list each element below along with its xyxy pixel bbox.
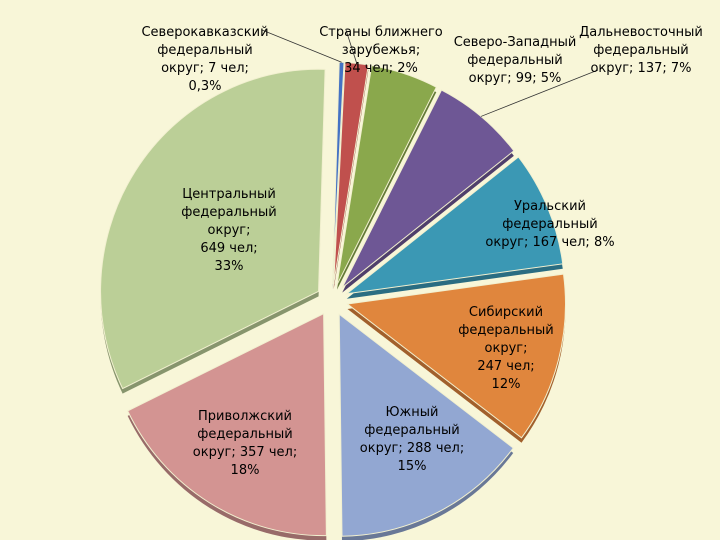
- label-central: Центральный федеральный округ; 649 чел; …: [181, 187, 277, 274]
- label-near-abroad: Страны ближнего зарубежья; 34 чел; 2%: [319, 25, 443, 76]
- label-leader-lines: [261, 29, 599, 117]
- pie-slice-volga: [126, 312, 327, 537]
- label-far-east: Дальневосточный федеральный округ; 137; …: [579, 25, 703, 76]
- label-southern: Южный федеральный округ; 288 чел; 15%: [359, 405, 465, 474]
- pie-slice-central: [100, 68, 326, 390]
- pie-slices: [100, 61, 566, 540]
- pie-slice-northwest: [336, 65, 437, 286]
- leader-line-near-abroad: [345, 29, 358, 64]
- label-volga: Приволжский федеральный округ; 357 чел; …: [192, 409, 298, 478]
- label-north-caucasus: Северокавказский федеральный округ; 7 че…: [141, 25, 269, 94]
- pie-slice-southern: [338, 313, 514, 537]
- label-northwest: Северо-Западный федеральный округ; 99; 5…: [453, 35, 577, 86]
- leader-line-north-caucasus: [261, 29, 342, 63]
- leader-line-far-east: [480, 69, 599, 117]
- pie-slice-ural: [345, 156, 564, 295]
- label-ural: Уральский федеральный округ; 167 чел; 8%: [485, 199, 615, 250]
- label-siberian: Сибирский федеральный округ; 247 чел; 12…: [458, 305, 554, 392]
- pie-slice-siberian: [346, 273, 566, 439]
